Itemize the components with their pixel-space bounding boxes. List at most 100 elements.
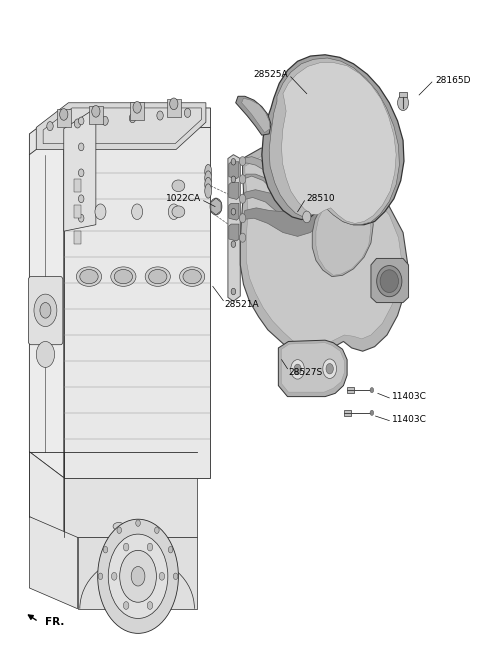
Polygon shape: [245, 154, 402, 350]
Ellipse shape: [114, 269, 132, 284]
Circle shape: [240, 214, 246, 223]
Circle shape: [231, 158, 236, 165]
Circle shape: [78, 143, 84, 150]
Polygon shape: [43, 108, 201, 144]
Polygon shape: [241, 99, 270, 133]
Polygon shape: [371, 258, 408, 303]
Bar: [344, 409, 351, 416]
Circle shape: [103, 547, 108, 553]
Polygon shape: [240, 147, 408, 357]
Ellipse shape: [205, 164, 212, 179]
Circle shape: [108, 534, 168, 618]
Circle shape: [147, 602, 153, 610]
Polygon shape: [316, 171, 371, 275]
Ellipse shape: [183, 269, 201, 284]
Polygon shape: [64, 108, 96, 231]
Polygon shape: [228, 154, 240, 302]
Text: 28527S: 28527S: [288, 368, 323, 377]
Polygon shape: [36, 102, 206, 150]
Text: 11403C: 11403C: [392, 392, 426, 401]
Circle shape: [147, 543, 153, 551]
Polygon shape: [211, 198, 221, 215]
Circle shape: [303, 211, 311, 223]
Ellipse shape: [180, 267, 205, 286]
Polygon shape: [229, 203, 239, 220]
Circle shape: [231, 208, 236, 215]
Text: 28525A: 28525A: [254, 70, 288, 79]
Circle shape: [294, 364, 301, 374]
Bar: [167, 99, 180, 117]
Ellipse shape: [172, 206, 185, 217]
Circle shape: [136, 520, 140, 526]
Circle shape: [78, 117, 84, 125]
Circle shape: [370, 410, 374, 415]
Ellipse shape: [205, 184, 212, 198]
Circle shape: [102, 116, 108, 125]
Circle shape: [370, 388, 374, 393]
Circle shape: [397, 95, 408, 110]
Circle shape: [213, 202, 219, 211]
Bar: [347, 387, 354, 394]
Bar: [89, 106, 103, 124]
Ellipse shape: [205, 177, 212, 192]
Circle shape: [231, 176, 236, 183]
Bar: [74, 231, 81, 244]
Bar: [130, 102, 144, 120]
Bar: [399, 92, 407, 97]
Polygon shape: [312, 168, 373, 277]
Circle shape: [60, 108, 68, 120]
Circle shape: [111, 572, 117, 580]
Circle shape: [98, 573, 103, 579]
Polygon shape: [282, 62, 396, 223]
Circle shape: [78, 214, 84, 222]
Circle shape: [47, 122, 53, 131]
Circle shape: [131, 566, 145, 586]
Polygon shape: [29, 516, 78, 609]
Bar: [74, 179, 81, 193]
Polygon shape: [64, 478, 197, 537]
Circle shape: [95, 204, 106, 219]
Text: 1022CA: 1022CA: [166, 194, 201, 203]
Circle shape: [78, 195, 84, 202]
Ellipse shape: [111, 267, 136, 286]
Circle shape: [117, 527, 121, 533]
Circle shape: [159, 572, 165, 580]
Circle shape: [326, 363, 334, 374]
Circle shape: [155, 527, 159, 533]
Text: 28521A: 28521A: [224, 300, 259, 309]
Polygon shape: [29, 129, 64, 478]
Ellipse shape: [149, 269, 167, 284]
Circle shape: [40, 303, 51, 318]
Ellipse shape: [377, 265, 402, 297]
Circle shape: [133, 102, 141, 113]
Text: 28165D: 28165D: [435, 76, 471, 85]
Ellipse shape: [76, 267, 102, 286]
Ellipse shape: [172, 180, 185, 192]
Polygon shape: [278, 340, 347, 397]
Circle shape: [129, 114, 136, 123]
Polygon shape: [269, 58, 399, 225]
Circle shape: [210, 198, 222, 215]
Polygon shape: [78, 537, 197, 609]
Text: FR.: FR.: [45, 617, 64, 627]
Circle shape: [157, 111, 163, 120]
Polygon shape: [229, 162, 239, 179]
Circle shape: [34, 294, 57, 327]
Polygon shape: [242, 187, 323, 219]
Ellipse shape: [205, 171, 212, 185]
Circle shape: [323, 359, 336, 378]
Circle shape: [240, 194, 246, 203]
Polygon shape: [229, 183, 239, 200]
Polygon shape: [262, 55, 404, 225]
FancyBboxPatch shape: [28, 277, 63, 345]
Circle shape: [231, 288, 236, 295]
Text: 28510: 28510: [307, 194, 336, 203]
Polygon shape: [282, 343, 344, 392]
Polygon shape: [236, 97, 271, 135]
Circle shape: [231, 241, 236, 248]
Ellipse shape: [113, 522, 124, 530]
Circle shape: [123, 543, 129, 551]
Polygon shape: [29, 452, 64, 537]
Circle shape: [170, 98, 178, 110]
Polygon shape: [242, 173, 327, 205]
